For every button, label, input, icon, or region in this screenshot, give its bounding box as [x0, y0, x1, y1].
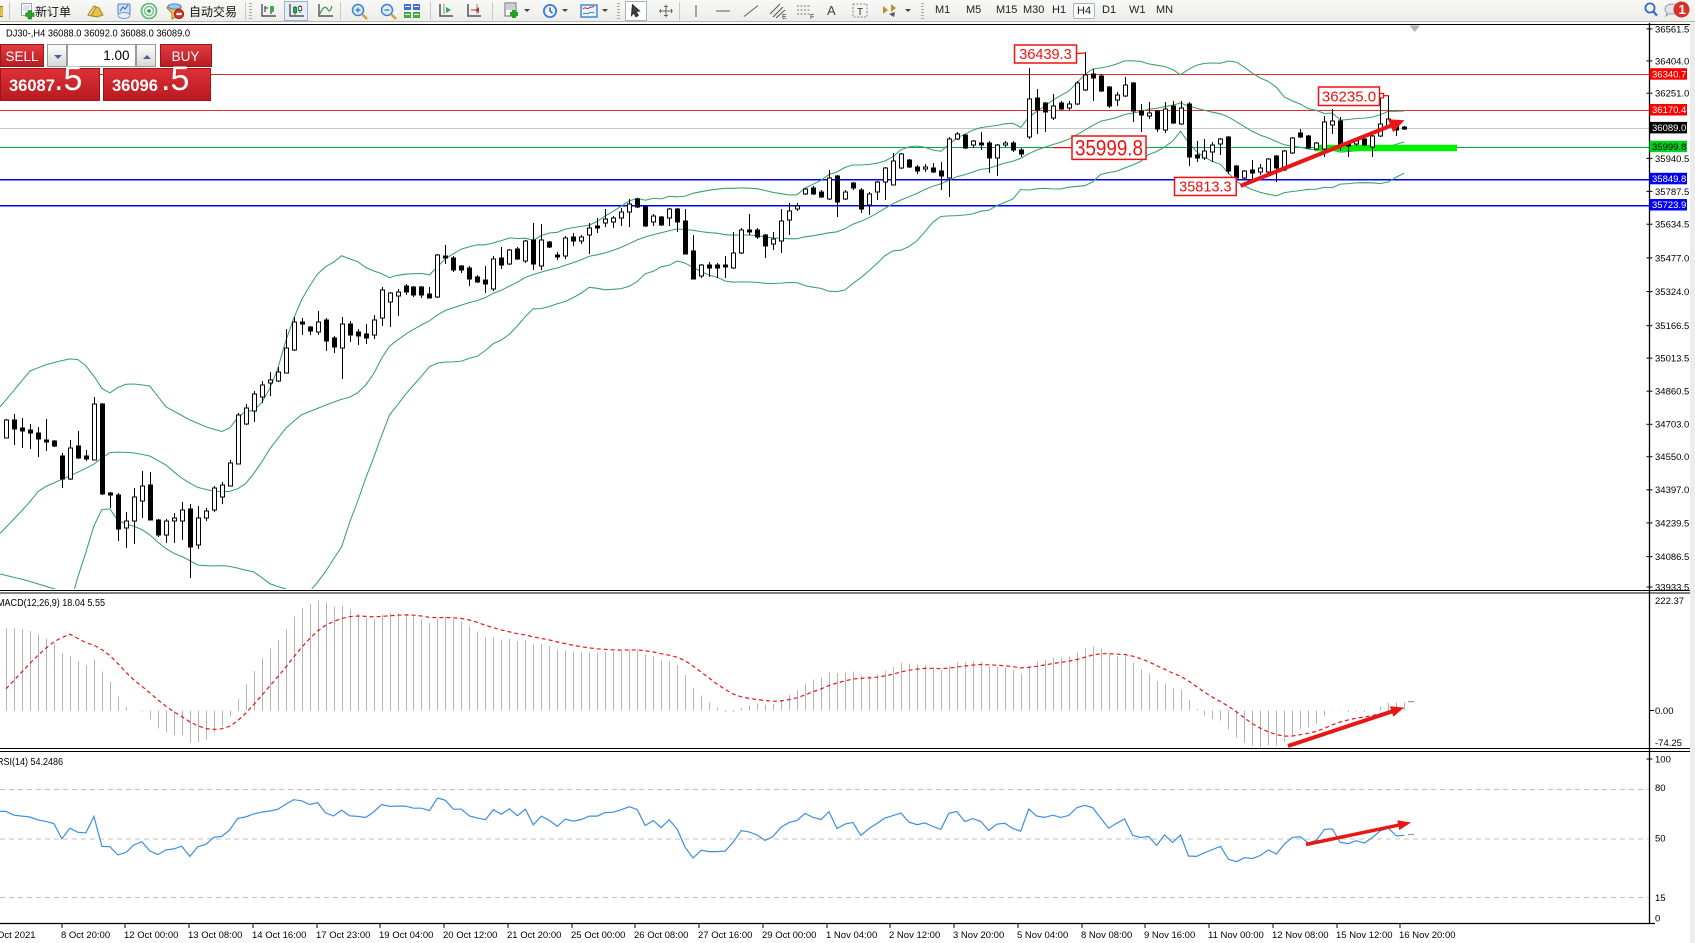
svg-text:35166.5: 35166.5	[1655, 321, 1689, 332]
svg-text:36251.0: 36251.0	[1655, 89, 1689, 100]
svg-text:-74.25: -74.25	[1655, 738, 1682, 749]
svg-text:0.00: 0.00	[1655, 706, 1674, 717]
svg-text:36170.4: 36170.4	[1652, 105, 1686, 116]
svg-text:3 Nov 20:00: 3 Nov 20:00	[953, 930, 1004, 941]
svg-text:35477.0: 35477.0	[1655, 253, 1689, 264]
svg-text:15 Nov 12:00: 15 Nov 12:00	[1336, 930, 1393, 941]
svg-text:RSI(14) 54.2486: RSI(14) 54.2486	[0, 757, 63, 768]
svg-text:13 Oct 08:00: 13 Oct 08:00	[188, 930, 242, 941]
svg-text:35940.5: 35940.5	[1655, 154, 1689, 165]
svg-text:0: 0	[1655, 913, 1660, 924]
svg-text:T: T	[857, 7, 863, 18]
svg-text:50: 50	[1655, 834, 1666, 845]
svg-text:34703.0: 34703.0	[1655, 420, 1689, 431]
svg-text:27 Oct 16:00: 27 Oct 16:00	[698, 930, 752, 941]
svg-text:36089.0: 36089.0	[1652, 123, 1686, 134]
svg-text:MACD(12,26,9) 18.04 5.55: MACD(12,26,9) 18.04 5.55	[0, 598, 105, 609]
svg-text:26 Oct 08:00: 26 Oct 08:00	[634, 930, 688, 941]
svg-text:36235.0: 36235.0	[1322, 89, 1376, 106]
svg-text:35999.8: 35999.8	[1075, 135, 1143, 160]
svg-text:100: 100	[1655, 755, 1671, 766]
svg-text:1 Nov 04:00: 1 Nov 04:00	[826, 930, 877, 941]
svg-text:34086.5: 34086.5	[1655, 552, 1689, 563]
svg-text:36439.3: 36439.3	[1019, 47, 1071, 63]
svg-text:36404.0: 36404.0	[1655, 56, 1689, 67]
svg-text:8 Nov 08:00: 8 Nov 08:00	[1081, 930, 1132, 941]
svg-text:35324.0: 35324.0	[1655, 287, 1689, 298]
svg-text:F: F	[810, 14, 814, 20]
svg-text:21 Oct 20:00: 21 Oct 20:00	[507, 930, 561, 941]
svg-text:36340.7: 36340.7	[1652, 69, 1686, 80]
svg-text:20 Oct 12:00: 20 Oct 12:00	[443, 930, 497, 941]
svg-text:35849.8: 35849.8	[1652, 174, 1686, 185]
svg-text:25 Oct 00:00: 25 Oct 00:00	[571, 930, 625, 941]
svg-text:5 Nov 04:00: 5 Nov 04:00	[1017, 930, 1068, 941]
svg-text:35999.8: 35999.8	[1652, 142, 1686, 153]
svg-text:34239.5: 34239.5	[1655, 518, 1689, 529]
svg-text:16 Nov 20:00: 16 Nov 20:00	[1399, 930, 1456, 941]
svg-text:2 Nov 12:00: 2 Nov 12:00	[889, 930, 940, 941]
svg-text:11 Nov 00:00: 11 Nov 00:00	[1208, 930, 1264, 941]
svg-text:222.37: 222.37	[1655, 596, 1684, 607]
svg-text:36561.5: 36561.5	[1655, 24, 1689, 35]
svg-text:1: 1	[1679, 2, 1686, 17]
svg-text:33933.5: 33933.5	[1655, 582, 1689, 593]
svg-text:35787.5: 35787.5	[1655, 187, 1689, 198]
svg-text:29 Oct 00:00: 29 Oct 00:00	[762, 930, 816, 941]
svg-text:19 Oct 04:00: 19 Oct 04:00	[379, 930, 433, 941]
svg-text:9 Nov 16:00: 9 Nov 16:00	[1144, 930, 1195, 941]
svg-text:35634.5: 35634.5	[1655, 220, 1689, 231]
svg-text:35013.5: 35013.5	[1655, 354, 1689, 365]
svg-text:80: 80	[1655, 783, 1666, 794]
svg-text:34550.0: 34550.0	[1655, 452, 1689, 463]
svg-text:34860.5: 34860.5	[1655, 387, 1689, 398]
svg-text:35813.3: 35813.3	[1179, 180, 1231, 196]
svg-text:DJ30-,H4 36088.0 36092.0 3608: DJ30-,H4 36088.0 36092.0 36088.0 36089.0	[6, 29, 190, 40]
svg-text:E: E	[782, 14, 787, 20]
svg-text:15: 15	[1655, 893, 1666, 904]
svg-text:12 Nov 08:00: 12 Nov 08:00	[1272, 930, 1329, 941]
svg-text:Oct 2021: Oct 2021	[0, 930, 36, 941]
svg-text:12 Oct 00:00: 12 Oct 00:00	[124, 930, 178, 941]
svg-text:34397.0: 34397.0	[1655, 485, 1689, 496]
svg-text:35723.9: 35723.9	[1652, 200, 1686, 211]
svg-text:14 Oct 16:00: 14 Oct 16:00	[252, 930, 306, 941]
svg-text:17 Oct 23:00: 17 Oct 23:00	[316, 930, 370, 941]
svg-text:8 Oct 20:00: 8 Oct 20:00	[61, 930, 110, 941]
